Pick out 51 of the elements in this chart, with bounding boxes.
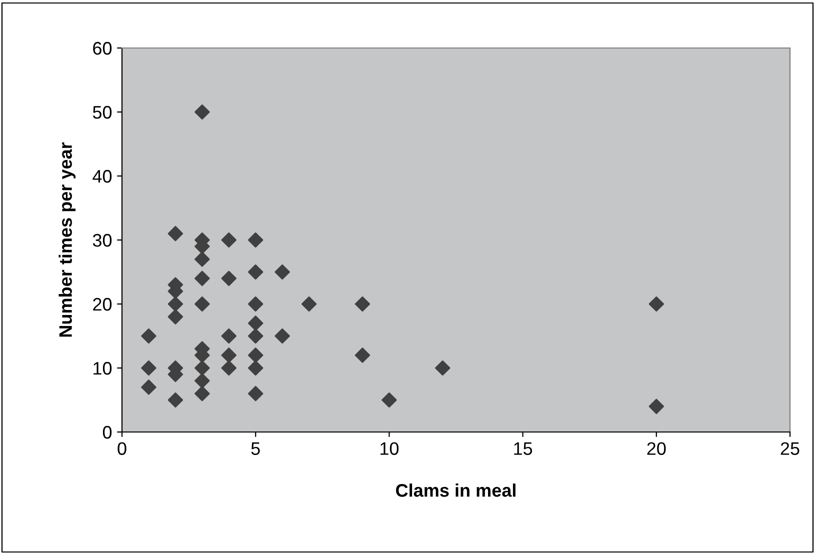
point [382, 392, 397, 408]
point [141, 328, 156, 344]
y-tick-label: 10 [94, 362, 112, 375]
y-tick-label: 20 [93, 298, 112, 311]
y-tick-label: 0 [102, 426, 112, 439]
point [301, 296, 317, 312]
point [194, 104, 210, 120]
point [168, 309, 184, 324]
point [194, 360, 210, 376]
point [248, 232, 264, 248]
point [194, 373, 210, 388]
y-axis-title: Number times per year [58, 142, 76, 337]
point [248, 316, 264, 331]
point [435, 360, 450, 376]
point [221, 232, 237, 248]
point [194, 296, 210, 312]
x-tick-label: 15 [514, 442, 532, 455]
point [221, 328, 237, 344]
point [194, 270, 210, 286]
point [648, 398, 664, 414]
point [168, 296, 184, 312]
point [221, 360, 237, 376]
x-axis-title: Clams in meal [396, 484, 516, 497]
x-tick-label: 5 [251, 442, 260, 455]
point [274, 328, 290, 344]
x-tick-label: 25 [780, 442, 800, 455]
point [248, 386, 264, 402]
x-tick-label: 10 [380, 442, 399, 455]
x-tick-label: 20 [647, 442, 666, 455]
point [248, 328, 264, 344]
y-tick-label: 60 [93, 42, 112, 55]
point [248, 264, 264, 280]
y-tick-label: 50 [92, 106, 112, 119]
point [248, 360, 264, 376]
point [354, 296, 370, 312]
point [248, 296, 264, 312]
point [168, 226, 184, 242]
point [221, 270, 237, 286]
point [194, 252, 210, 267]
point [354, 348, 370, 363]
point [168, 392, 184, 408]
point [221, 348, 237, 363]
x-tick-label: 0 [118, 442, 126, 455]
point [141, 360, 156, 376]
point [248, 348, 264, 363]
point [274, 264, 290, 280]
y-tick-label: 30 [92, 234, 112, 247]
point [648, 296, 664, 312]
point [194, 386, 210, 402]
point [141, 380, 156, 395]
y-tick-label: 40 [92, 170, 112, 183]
